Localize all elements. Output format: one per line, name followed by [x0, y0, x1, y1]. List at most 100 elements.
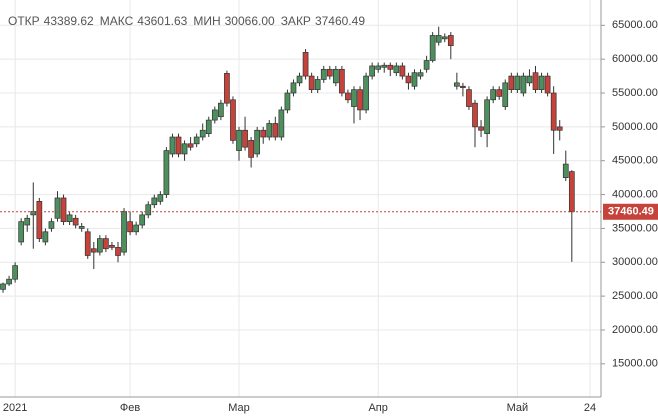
candle-body	[314, 79, 321, 90]
candle-body	[193, 136, 200, 145]
candle-body	[42, 231, 49, 243]
candle-body	[133, 224, 139, 233]
candle-body	[284, 92, 291, 111]
candle-body	[6, 278, 12, 285]
y-tick-label: 50000.00	[612, 121, 658, 133]
x-tick-label: 2021	[3, 402, 27, 414]
y-tick-label: 30000.00	[612, 256, 658, 268]
candle-body	[411, 72, 418, 87]
candle-body	[363, 75, 369, 111]
candle-body	[205, 119, 212, 134]
candle-body	[60, 197, 67, 222]
candle-body	[242, 129, 248, 148]
candle-body	[211, 109, 218, 121]
candle-body	[163, 150, 170, 195]
candle-body	[218, 102, 224, 118]
candle-body	[399, 65, 406, 77]
candle-body	[562, 163, 569, 178]
candle-body	[66, 214, 73, 222]
candle-body	[0, 283, 6, 290]
candle-body	[84, 231, 91, 256]
x-tick-label: Май	[507, 402, 529, 414]
ohlc-header: ОТКР 43389.62 МАКС 43601.63 МИН 30066.00 ЗАКР 3…	[8, 14, 365, 28]
candle-body	[320, 68, 327, 80]
candle-body	[187, 143, 194, 148]
candle-body	[429, 35, 436, 61]
header-value: 43601.63	[137, 14, 187, 28]
candle-body	[127, 221, 133, 233]
x-tick-label: Фев	[120, 402, 140, 414]
candle-body	[466, 89, 472, 107]
candles	[0, 26, 575, 293]
candle-body	[556, 126, 563, 131]
candle-body	[454, 82, 460, 87]
candle-body	[568, 171, 575, 213]
candle-body	[48, 221, 55, 229]
candle-body	[302, 52, 309, 77]
candle-body	[423, 60, 430, 70]
candle-body	[236, 129, 242, 151]
candle-body	[72, 217, 79, 226]
candle-body	[381, 64, 388, 68]
candle-body	[54, 197, 61, 219]
candle-body	[12, 265, 18, 280]
y-tick-label: 45000.00	[612, 155, 658, 167]
candle-body	[272, 123, 279, 138]
x-tick-label: 24	[584, 402, 596, 414]
candle-body	[169, 136, 176, 155]
x-tick-label: Мар	[228, 402, 250, 414]
candle-body	[326, 68, 333, 77]
candle-body	[484, 99, 490, 134]
candle-body	[145, 204, 152, 216]
candle-body	[151, 197, 158, 206]
candle-body	[447, 35, 454, 46]
candle-body	[103, 238, 109, 250]
candle-body	[266, 123, 273, 138]
candle-body	[115, 247, 121, 256]
candle-body	[514, 75, 521, 90]
candle-body	[121, 211, 127, 253]
header-value: 37460.49	[315, 14, 365, 28]
candle-body	[260, 129, 267, 138]
y-tick-label: 25000.00	[612, 290, 658, 302]
candle-body	[90, 248, 97, 253]
grid	[0, 0, 601, 397]
candle-body	[441, 36, 448, 40]
candle-body	[36, 200, 43, 239]
candle-body	[478, 126, 484, 131]
candle-body	[538, 75, 545, 90]
candle-body	[230, 99, 236, 141]
candle-body	[460, 85, 466, 88]
candle-body	[199, 129, 206, 138]
price-label-bg	[603, 203, 658, 220]
x-tick-label: Апр	[368, 402, 387, 414]
candle-body	[254, 129, 261, 155]
candle-body	[224, 73, 230, 104]
candle-body	[508, 75, 515, 90]
candle-body	[520, 75, 527, 94]
candle-body	[308, 75, 315, 90]
candle-body	[248, 140, 254, 158]
candle-body	[369, 65, 375, 77]
y-tick-label: 40000.00	[612, 188, 658, 200]
candle-body	[332, 68, 339, 84]
candle-body	[181, 143, 188, 155]
y-tick-label: 20000.00	[612, 324, 658, 336]
header-label: МИН	[193, 14, 220, 28]
y-tick-label: 15000.00	[612, 358, 658, 370]
candle-body	[496, 89, 503, 97]
candle-body	[375, 65, 382, 70]
candle-body	[526, 75, 533, 84]
candle-body	[405, 75, 412, 84]
candle-body	[357, 89, 363, 111]
price-label: 37460.49	[608, 206, 654, 218]
candle-body	[351, 89, 357, 107]
candle-body	[490, 89, 497, 101]
candle-body	[175, 136, 182, 155]
candle-body	[345, 92, 351, 101]
candle-body	[435, 35, 442, 43]
candle-body	[139, 214, 146, 226]
candle-body	[393, 65, 400, 74]
